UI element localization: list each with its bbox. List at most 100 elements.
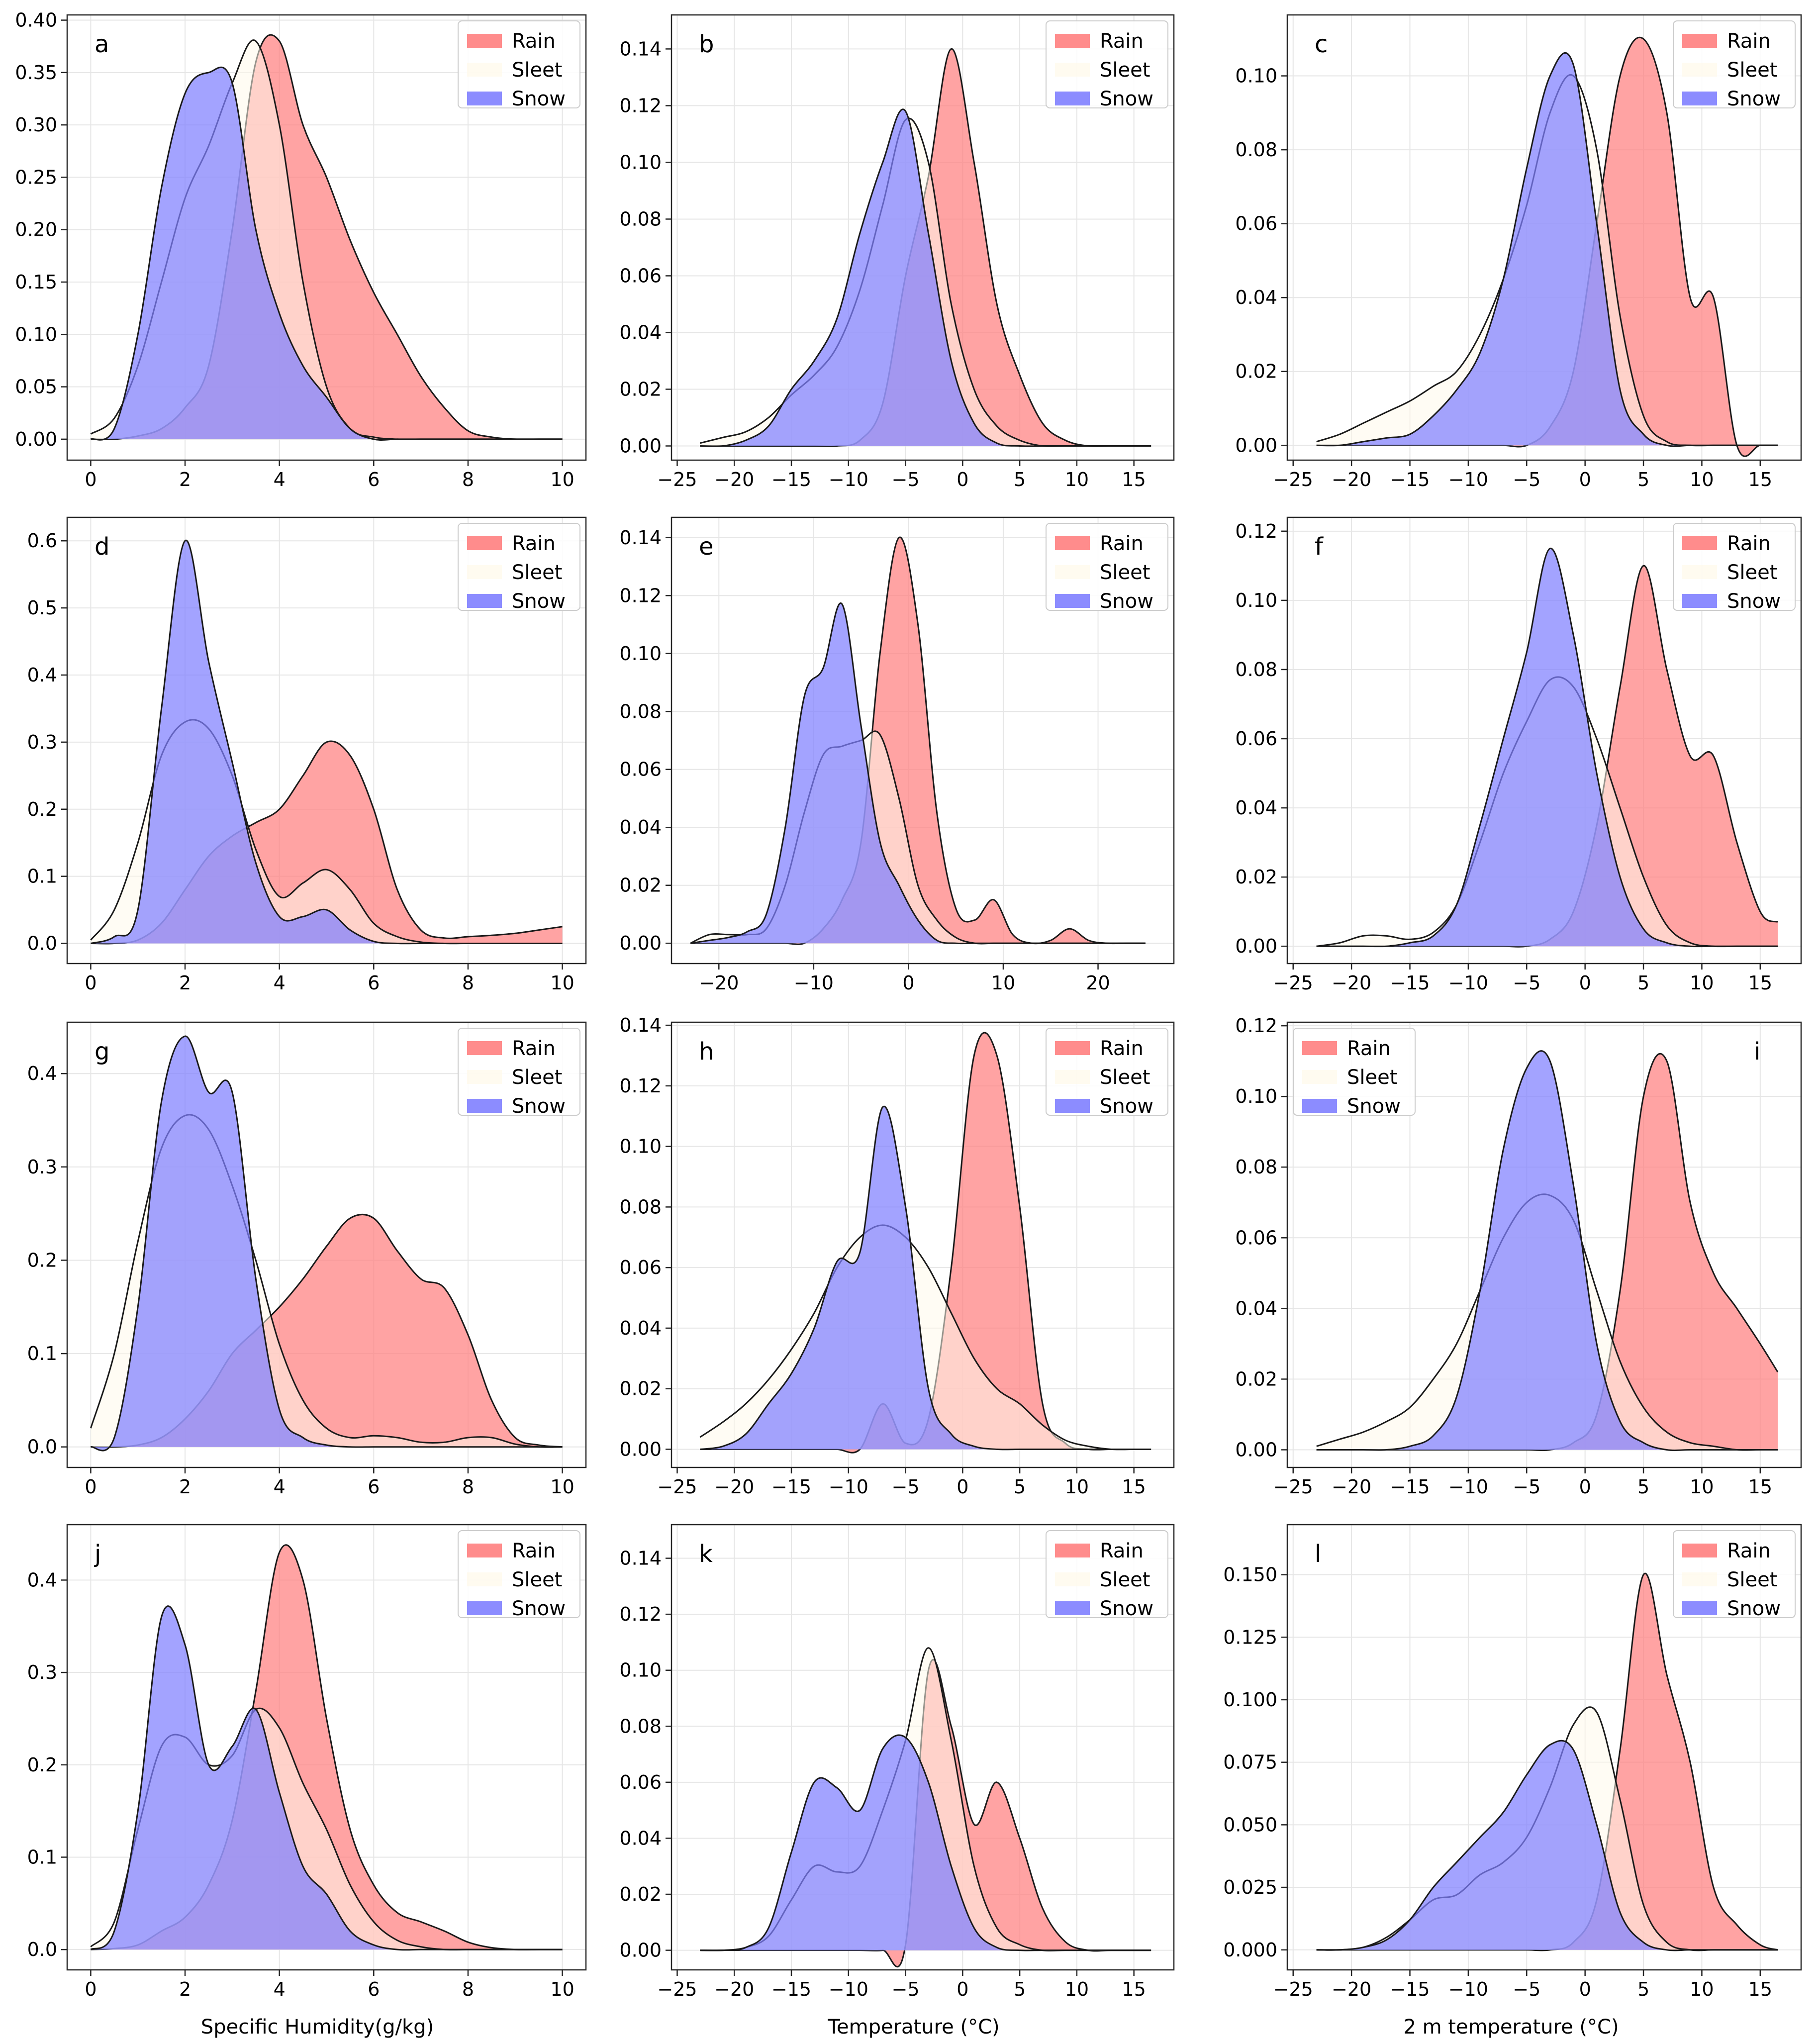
y-tick-label: 0.000	[1223, 1939, 1277, 1961]
y-tick-label: 0.025	[1223, 1876, 1277, 1898]
y-tick-label: 0.4	[27, 1063, 57, 1084]
y-tick-label: 0.00	[619, 1940, 662, 1961]
y-tick-label: 0.04	[1235, 797, 1277, 819]
x-tick-label: −15	[1390, 469, 1430, 490]
y-tick-label: 0.08	[1235, 1156, 1277, 1178]
axis-ticks: −25 −20 −15 −10 −5 0 5 10 15 0.00 0.02 0.04 0.06 0.08…	[619, 38, 1146, 490]
x-tick-label: −10	[1448, 469, 1488, 490]
legend: Rain Sleet Snow	[458, 1028, 580, 1118]
y-tick-label: 0.12	[619, 95, 662, 116]
legend-swatch-rain	[467, 1041, 502, 1055]
area-snow	[700, 1106, 1151, 1450]
legend-label-sleet: Sleet	[1100, 1568, 1150, 1591]
y-tick-label: 0.12	[1235, 1015, 1277, 1037]
x-tick-label: 8	[462, 1476, 474, 1498]
area-series	[90, 1544, 563, 1951]
legend: Rain Sleet Snow	[458, 523, 580, 613]
x-tick-label: −25	[657, 469, 697, 490]
chart-panel-f: −25 −20 −15 −10 −5 0 5 10 15 0.00 0.02 0.04 0.06 0.08…	[1235, 516, 1802, 994]
area-snow	[1316, 1051, 1778, 1451]
x-tick-label: 2	[179, 1978, 191, 2000]
legend-label-rain: Rain	[512, 1037, 556, 1060]
legend-swatch-rain	[467, 536, 502, 550]
y-tick-label: 0.10	[619, 1659, 662, 1681]
curve-sleet	[90, 1114, 563, 1448]
plot-frame	[671, 516, 1175, 965]
x-tick-label: −10	[829, 1476, 868, 1498]
legend-swatch-sleet	[467, 1572, 502, 1586]
x-tick-label: 8	[462, 972, 474, 994]
x-tick-label: 10	[1065, 1476, 1089, 1498]
axis-ticks: −20 −10 0 10 20 0.00 0.02 0.04 0.06 0.08 0.10 0.12 0…	[619, 527, 1110, 994]
axis-ticks: 0 2 4 6 8 10 0.0 0.1 0.2 0.3 0.4	[27, 1569, 575, 2000]
y-tick-label: 0.10	[15, 323, 57, 345]
x-tick-label: −20	[1332, 1476, 1371, 1498]
x-tick-label: −10	[829, 469, 868, 490]
legend-swatch-sleet	[1055, 1070, 1090, 1084]
legend: Rain Sleet Snow	[1046, 1530, 1168, 1620]
curve-snow	[1316, 1740, 1778, 1951]
legend-label-snow: Snow	[512, 88, 566, 110]
x-tick-label: 10	[1690, 1476, 1714, 1498]
x-tick-label: −15	[771, 1476, 811, 1498]
area-snow	[91, 1036, 563, 1451]
x-tick-label: 4	[274, 1978, 286, 2000]
legend-label-snow: Snow	[1100, 1597, 1153, 1620]
axis-ticks: 0 2 4 6 8 10 0.00 0.05 0.10 0.15 0.20 0.25 0.30 0.35 0…	[15, 9, 574, 490]
y-tick-label: 0.12	[619, 1075, 662, 1097]
y-tick-label: 0.2	[27, 1249, 57, 1271]
x-tick-label: 15	[1122, 1978, 1146, 2000]
y-tick-label: 0.6	[27, 530, 57, 552]
y-tick-label: 0.08	[1235, 659, 1277, 681]
x-tick-label: 0	[957, 469, 968, 490]
y-tick-label: 0.0	[27, 933, 57, 955]
legend-label-snow: Snow	[1100, 88, 1153, 110]
x-tick-label: 15	[1748, 469, 1772, 490]
axis-ticks: −25 −20 −15 −10 −5 0 5 10 15 0.00 0.02 0.04 0.06 0.08…	[1235, 65, 1772, 490]
legend-swatch-snow	[1682, 1601, 1717, 1615]
y-tick-label: 0.25	[15, 166, 57, 188]
y-tick-label: 0.00	[15, 428, 57, 450]
x-tick-label: 2	[179, 1476, 191, 1498]
y-tick-label: 0.06	[1235, 213, 1277, 235]
x-tick-label: 10	[1690, 469, 1714, 490]
x-tick-label: 10	[991, 972, 1015, 994]
curve-snow	[700, 1734, 1151, 1951]
legend-label-rain: Rain	[1100, 1037, 1144, 1060]
legend-label-rain: Rain	[1100, 1540, 1144, 1562]
panel-letter: c	[1315, 30, 1328, 58]
legend-label-sleet: Sleet	[1727, 59, 1777, 82]
legend-label-sleet: Sleet	[1727, 561, 1777, 584]
y-tick-label: 0.0	[27, 1939, 57, 1960]
y-tick-label: 0.02	[619, 875, 662, 896]
x-tick-label: −5	[1513, 469, 1540, 490]
y-tick-label: 0.02	[619, 378, 662, 400]
x-tick-label: 10	[1065, 1978, 1089, 2000]
y-tick-label: 0.08	[619, 1715, 662, 1737]
x-tick-label: −10	[1448, 972, 1488, 994]
legend-label-sleet: Sleet	[1100, 1066, 1150, 1089]
y-tick-label: 0.3	[27, 731, 57, 753]
x-tick-label: 20	[1086, 972, 1110, 994]
area-snow	[700, 109, 1151, 447]
y-tick-label: 0.06	[1235, 1227, 1277, 1249]
y-tick-label: 0.00	[1235, 1439, 1277, 1460]
x-tick-label: −20	[1332, 469, 1371, 490]
axis-ticks: −25 −20 −15 −10 −5 0 5 10 15 0.00 0.02 0.04 0.06 0.08…	[1235, 1015, 1772, 1498]
x-tick-label: 15	[1748, 1476, 1772, 1498]
legend-swatch-sleet	[1682, 1572, 1717, 1586]
y-tick-label: 0.14	[619, 527, 662, 549]
plot-frame	[66, 1524, 587, 1971]
area-rain	[91, 35, 563, 440]
x-tick-label: 0	[902, 972, 914, 994]
y-tick-label: 0.06	[1235, 728, 1277, 750]
y-tick-label: 0.075	[1223, 1751, 1277, 1773]
legend-swatch-rain	[1302, 1041, 1337, 1055]
chart-panel-g: 0 2 4 6 8 10 0.0 0.1 0.2 0.3 0.4 g Rain Sleet Snow	[27, 1021, 587, 1498]
area-rain	[1316, 566, 1778, 947]
y-tick-label: 0.1	[27, 1846, 57, 1868]
y-tick-label: 0.14	[619, 1548, 662, 1569]
curve-snow	[700, 1105, 1151, 1451]
x-tick-label: −5	[1513, 1978, 1540, 2000]
panel-letter: f	[1315, 533, 1324, 561]
